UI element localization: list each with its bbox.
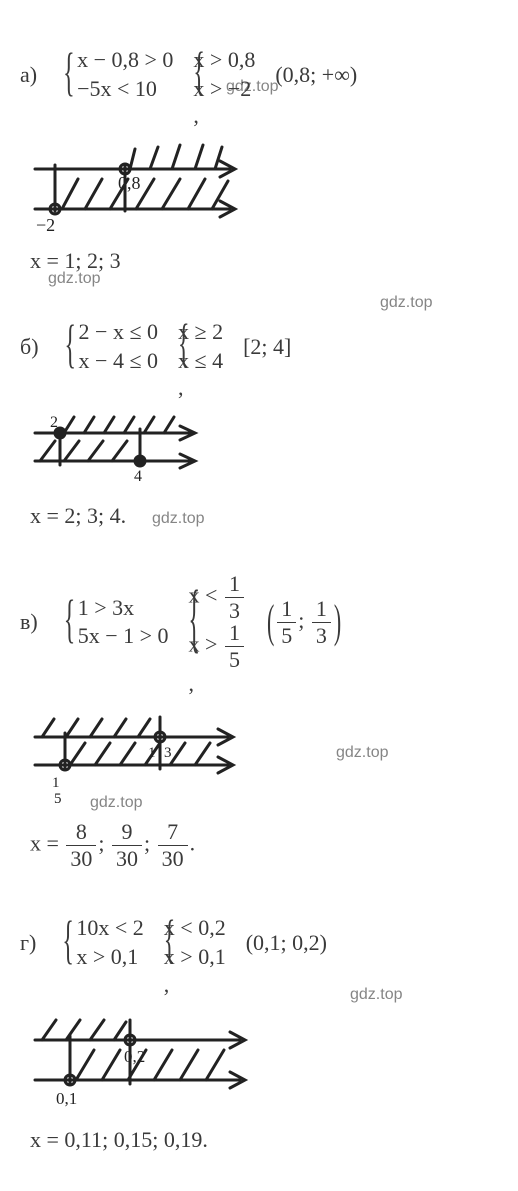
svg-text:0,8: 0,8 — [118, 173, 141, 193]
section-b-system2: x ≥ 2 x ≤ 4 , — [178, 292, 223, 401]
comma: , — [189, 671, 195, 696]
section-c-interval: (15; 13) — [266, 598, 342, 647]
svg-text:4: 4 — [134, 468, 142, 485]
section-b-solution: x = 2; 3; 4. — [30, 503, 498, 529]
section-d-label: г) — [20, 930, 36, 956]
svg-text:0,2: 0,2 — [124, 1047, 145, 1066]
sys-line: 1 > 3x — [78, 594, 169, 623]
section-d-system2: x < 0,2 x > 0,1 , — [164, 888, 226, 997]
sys-line: 2 − x ≤ 0 — [79, 318, 158, 347]
section-c-system1: 1 > 3x 5x − 1 > 0 — [64, 594, 169, 651]
sys-line: x > 15 — [189, 622, 246, 671]
section-d-sketch: 0,2 0,1 — [30, 1008, 498, 1113]
svg-text:1: 1 — [148, 745, 156, 761]
sys-line: −5x < 10 — [77, 75, 173, 104]
section-a-label: а) — [20, 62, 37, 88]
svg-text:2: 2 — [50, 414, 58, 431]
sys-line: x − 4 ≤ 0 — [79, 347, 158, 376]
sys-line: x > −2 — [193, 75, 255, 104]
svg-text:5: 5 — [54, 791, 62, 807]
comma: , — [178, 375, 184, 400]
svg-text:1: 1 — [52, 775, 60, 791]
section-d-system1: 10x < 2 x > 0,1 — [62, 914, 143, 971]
svg-text:−2: −2 — [36, 215, 55, 234]
section-d-interval: (0,1; 0,2) — [246, 930, 327, 956]
sys-line: x < 13 — [189, 573, 246, 622]
section-b-label: б) — [20, 334, 39, 360]
section-b-interval: [2; 4] — [243, 334, 291, 360]
section-d-solution: x = 0,11; 0,15; 0,19. — [30, 1127, 498, 1153]
section-b-sketch: 2 4 — [30, 411, 498, 489]
section-a-system2: x > 0,8 x > −2 , — [193, 20, 255, 129]
sys-line: x > 0,8 — [193, 46, 255, 75]
section-c-row: в) 1 > 3x 5x − 1 > 0 x < 13 x > 15 , (15… — [20, 547, 498, 697]
sys-line: 5x − 1 > 0 — [78, 622, 169, 651]
section-b-system1: 2 − x ≤ 0 x − 4 ≤ 0 — [65, 318, 158, 375]
section-c-label: в) — [20, 609, 38, 635]
sys-line: x ≤ 4 — [178, 347, 223, 376]
section-c-sketch: 1 3 1 5 — [30, 707, 498, 807]
section-a-solution: x = 1; 2; 3 — [30, 248, 498, 274]
comma: , — [193, 103, 199, 128]
comma: , — [164, 972, 170, 997]
section-d-row: г) 10x < 2 x > 0,1 x < 0,2 x > 0,1 , (0,… — [20, 888, 498, 997]
section-a-row: а) x − 0,8 > 0 −5x < 10 x > 0,8 x > −2 ,… — [20, 20, 498, 129]
sys-line: x > 0,1 — [164, 943, 226, 972]
sys-line: x > 0,1 — [76, 943, 143, 972]
section-a-system1: x − 0,8 > 0 −5x < 10 — [63, 46, 173, 103]
section-c-system2: x < 13 x > 15 , — [189, 547, 246, 697]
svg-text:3: 3 — [164, 745, 172, 761]
svg-text:0,1: 0,1 — [56, 1089, 77, 1108]
sys-line: 10x < 2 — [76, 914, 143, 943]
sys-line: x − 0,8 > 0 — [77, 46, 173, 75]
section-a-interval: (0,8; +∞) — [275, 62, 357, 88]
sys-line: x ≥ 2 — [178, 318, 223, 347]
sys-line: x < 0,2 — [164, 914, 226, 943]
section-b-row: б) 2 − x ≤ 0 x − 4 ≤ 0 x ≥ 2 x ≤ 4 , [2;… — [20, 292, 498, 401]
section-a-sketch: 0,8 −2 — [30, 139, 498, 234]
section-c-solution: x = 830; 930; 730. — [30, 821, 498, 870]
